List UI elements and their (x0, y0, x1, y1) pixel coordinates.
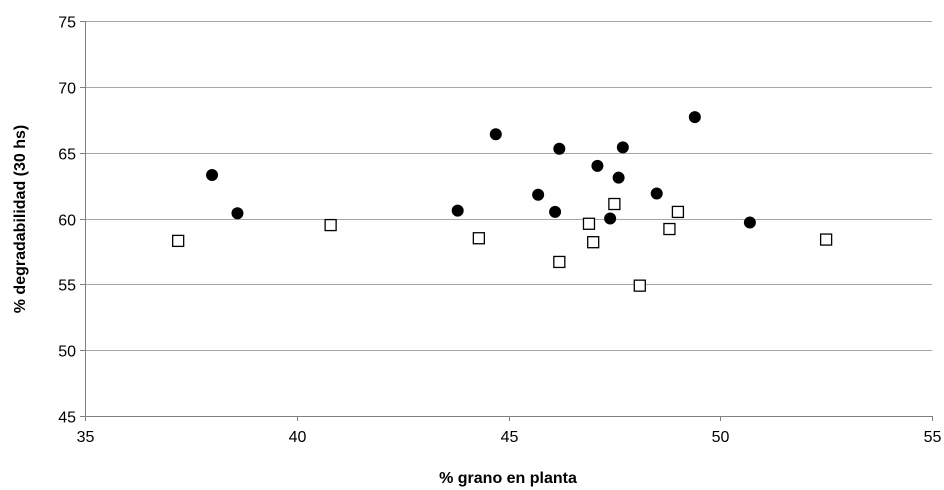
data-point-circle (591, 159, 604, 172)
axes (80, 21, 933, 421)
data-point-square (553, 255, 566, 269)
y-axis-title: % degradabilidad (30 hs) (12, 125, 29, 313)
data-point-circle (612, 171, 625, 184)
data-point-circle (743, 216, 756, 229)
data-point-square (671, 205, 685, 219)
data-point-square (608, 197, 621, 211)
data-point-circle (451, 204, 464, 217)
x-tick-label-45: 45 (501, 429, 519, 446)
y-tick-label-70: 70 (58, 81, 76, 98)
x-tick-label-35: 35 (77, 429, 95, 446)
x-tick-label-50: 50 (712, 429, 730, 446)
data-markers (172, 111, 833, 292)
data-point-circle (604, 212, 617, 225)
y-tick-label-65: 65 (58, 147, 76, 164)
data-point-square (633, 279, 646, 292)
data-point-square (587, 236, 600, 249)
y-tick-label-55: 55 (58, 278, 76, 295)
data-point-circle (532, 188, 545, 201)
data-point-circle (489, 128, 502, 141)
data-point-square (472, 232, 486, 245)
x-tick-label-40: 40 (289, 429, 307, 446)
gridlines (85, 21, 932, 351)
y-tick-label-45: 45 (58, 410, 76, 427)
data-point-circle (549, 205, 562, 218)
data-point-square (663, 222, 676, 236)
data-point-circle (650, 187, 663, 200)
y-tick-label-75: 75 (58, 15, 76, 32)
data-point-square (172, 234, 185, 248)
x-axis-title: % grano en planta (439, 470, 577, 487)
tick-labels: 45 50 55 60 65 70 75 35 40 45 50 55 (58, 15, 941, 447)
data-point-circle (688, 111, 701, 124)
data-point-circle (553, 142, 566, 155)
data-point-square (324, 218, 337, 232)
data-point-square (819, 233, 833, 246)
data-point-circle (231, 207, 244, 220)
y-tick-label-50: 50 (58, 344, 76, 361)
y-tick-label-60: 60 (58, 213, 76, 230)
x-tick-label-55: 55 (924, 429, 942, 446)
data-point-circle (206, 169, 219, 182)
data-point-square (582, 217, 596, 230)
data-point-circle (616, 141, 629, 154)
